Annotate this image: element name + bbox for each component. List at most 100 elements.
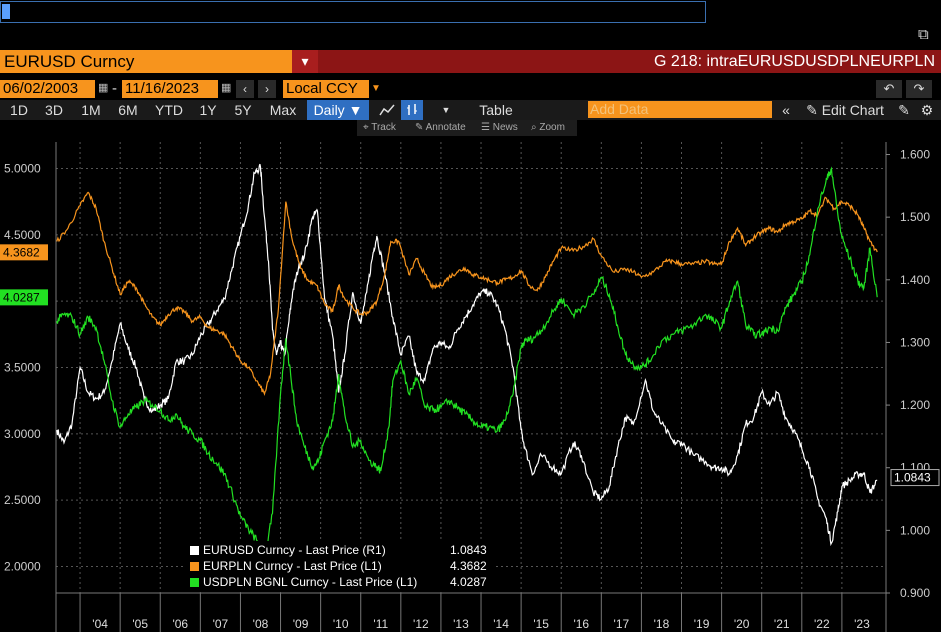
x-tick-label: '09	[293, 617, 309, 631]
annotate-button[interactable]: ✎ Annotate	[415, 122, 466, 133]
range-6m[interactable]: 6M	[118, 102, 138, 118]
range-1d[interactable]: 1D	[10, 102, 28, 118]
last-label-usdpln-box	[0, 289, 48, 306]
security-dropdown-icon[interactable]: ▾	[292, 50, 318, 73]
right-tick-label: 1.300	[900, 335, 930, 349]
legend: EURUSD Curncy - Last Price (R1) 1.0843 E…	[186, 541, 494, 591]
right-tick-label: 1.400	[900, 273, 930, 287]
x-tick-label: '13	[453, 617, 469, 631]
x-tick-label: '17	[614, 617, 630, 631]
legend-value: 4.0287	[450, 575, 487, 589]
edit-icon[interactable]: ✎	[898, 102, 910, 118]
legend-item-eurusd: EURUSD Curncy - Last Price (R1) 1.0843	[186, 543, 494, 558]
right-tick-label: 1.000	[900, 523, 930, 537]
left-tick-label: 3.0000	[4, 427, 41, 441]
zoom-button[interactable]: ⌕ Zoom	[531, 122, 565, 133]
edit-chart-label: Edit Chart	[821, 102, 884, 118]
last-label-usdpln-text: 4.0287	[3, 290, 40, 304]
x-tick-label: '04	[92, 617, 108, 631]
x-tick-label: '07	[213, 617, 229, 631]
popout-icon[interactable]: ⧉	[918, 26, 929, 43]
range-1y[interactable]: 1Y	[199, 102, 217, 118]
zoom-label: Zoom	[539, 122, 565, 133]
left-tick-label: 5.0000	[4, 162, 41, 176]
series-line-eurpln	[56, 191, 878, 397]
chevron-down-icon[interactable]: ▼	[441, 105, 451, 115]
x-tick-label: '16	[573, 617, 589, 631]
x-tick-label: '19	[694, 617, 710, 631]
range-1m[interactable]: 1M	[81, 102, 101, 118]
edit-chart-button[interactable]: ✎ Edit Chart	[802, 100, 888, 120]
x-tick-label: '11	[373, 617, 388, 631]
last-label-eurpln-text: 4.3682	[3, 245, 40, 259]
command-cursor	[2, 4, 10, 19]
range-5y[interactable]: 5Y	[234, 102, 252, 118]
range-3d[interactable]: 3D	[45, 102, 63, 118]
add-data-input[interactable]: Add Data	[588, 101, 772, 118]
last-label-eurpln: 4.3682	[0, 244, 48, 261]
x-tick-label: '12	[413, 617, 429, 631]
redo-icon[interactable]: ↷	[906, 80, 932, 98]
chevron-down-icon[interactable]: ▼	[371, 83, 381, 94]
date-separator: -	[112, 80, 117, 97]
last-price-labels: 4.3682 4.0287 1.0843	[0, 244, 940, 487]
x-tick-label: '10	[333, 617, 349, 631]
x-tick-label: '22	[814, 617, 830, 631]
chart-subtools: ⌖ Track ✎ Annotate ☰ News ⌕ Zoom	[357, 120, 577, 136]
legend-value: 1.0843	[450, 543, 487, 557]
series-line-usdpln	[56, 166, 878, 562]
bar-chart-icon[interactable]	[401, 100, 423, 120]
next-period-button[interactable]: ›	[258, 80, 276, 98]
series-lines	[56, 163, 878, 562]
calendar-icon[interactable]: ▦	[221, 82, 232, 94]
gear-icon[interactable]: ⚙	[920, 102, 934, 118]
x-tick-label: '23	[854, 617, 870, 631]
legend-item-usdpln: USDPLN BGNL Curncy - Last Price (L1) 4.0…	[186, 575, 494, 590]
legend-label: USDPLN BGNL Curncy - Last Price (L1)	[203, 575, 418, 589]
end-date-field[interactable]: 11/16/2023	[122, 80, 218, 98]
track-label: Track	[371, 122, 396, 133]
left-tick-label: 2.5000	[4, 493, 41, 507]
x-tick-label: '21	[774, 617, 790, 631]
x-tick-label: '15	[533, 617, 549, 631]
undo-icon[interactable]: ↶	[876, 80, 902, 98]
price-chart[interactable]: 2.00002.50003.00003.50004.00004.50005.00…	[0, 136, 941, 632]
start-date-field[interactable]: 06/02/2003	[0, 80, 95, 98]
calendar-icon[interactable]: ▦	[98, 82, 109, 94]
x-tick-label: '08	[253, 617, 269, 631]
right-tick-label: 1.500	[900, 210, 930, 224]
grid	[55, 142, 887, 632]
x-tick-label: '20	[734, 617, 750, 631]
left-tick-label: 2.0000	[4, 559, 41, 573]
prev-period-button[interactable]: ‹	[236, 80, 254, 98]
command-input[interactable]	[0, 1, 706, 23]
collapse-icon[interactable]: «	[782, 102, 790, 118]
line-chart-icon[interactable]	[376, 100, 398, 120]
x-tick-label: '18	[654, 617, 670, 631]
news-button[interactable]: ☰ News	[481, 122, 518, 133]
last-label-eurusd-text: 1.0843	[894, 471, 931, 485]
last-label-eurusd-box	[890, 469, 940, 487]
last-label-eurpln-box	[0, 244, 48, 261]
security-field[interactable]: EURUSD Curncy	[0, 50, 292, 73]
legend-swatch	[190, 562, 199, 571]
pencil-icon: ✎	[806, 102, 818, 118]
left-tick-label: 4.5000	[4, 228, 41, 242]
legend-swatch	[190, 546, 199, 555]
annotate-label: Annotate	[425, 122, 466, 133]
legend-label: EURUSD Curncy - Last Price (R1)	[203, 543, 386, 557]
left-tick-label: 3.5000	[4, 361, 41, 375]
legend-item-eurpln: EURPLN Curncy - Last Price (L1) 4.3682	[186, 559, 494, 574]
x-tick-label: '05	[132, 617, 148, 631]
table-button[interactable]: Table	[479, 102, 513, 118]
series-line-eurusd	[56, 163, 878, 547]
range-max[interactable]: Max	[269, 102, 297, 118]
legend-label: EURPLN Curncy - Last Price (L1)	[203, 559, 382, 573]
x-tick-label: '06	[172, 617, 188, 631]
range-ytd[interactable]: YTD	[155, 102, 183, 118]
track-button[interactable]: ⌖ Track	[363, 122, 396, 133]
currency-select[interactable]: Local CCY	[283, 80, 369, 98]
last-label-eurusd: 1.0843	[890, 469, 940, 487]
legend-swatch	[190, 578, 199, 587]
frequency-select[interactable]: Daily ▼	[307, 100, 369, 120]
